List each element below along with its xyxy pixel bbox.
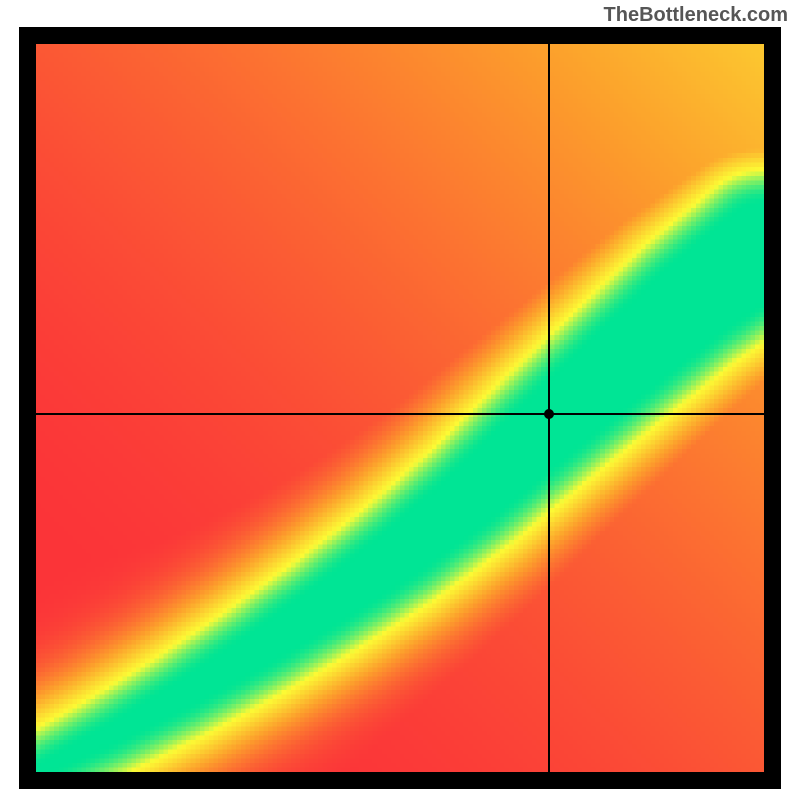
watermark-text: TheBottleneck.com <box>604 4 788 27</box>
bottleneck-heatmap <box>36 44 764 772</box>
crosshair-horizontal <box>36 413 764 415</box>
crosshair-marker[interactable] <box>544 409 554 419</box>
